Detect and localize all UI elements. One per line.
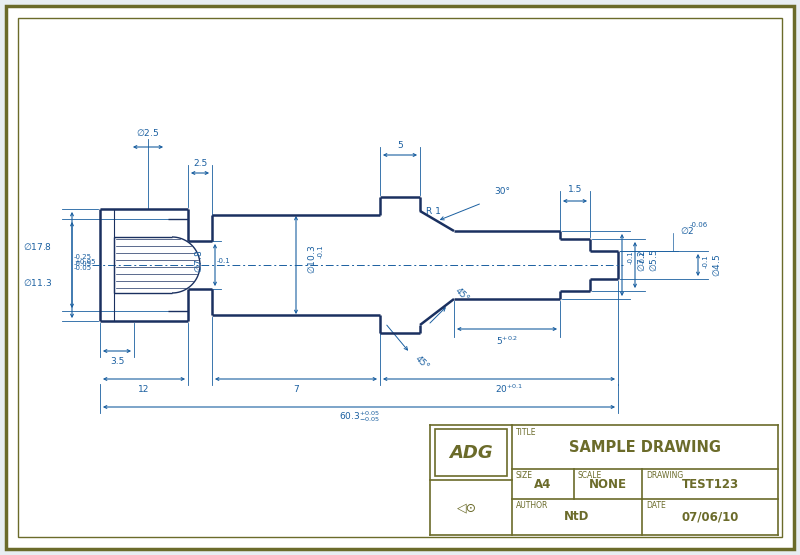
Text: +0.05: +0.05	[74, 259, 95, 265]
Text: 07/06/10: 07/06/10	[682, 511, 738, 523]
Text: $\varnothing$2.5: $\varnothing$2.5	[136, 127, 160, 138]
Text: $\varnothing$7.2: $\varnothing$7.2	[636, 250, 647, 273]
Text: 60.3$^{+0.05}_{-0.05}$: 60.3$^{+0.05}_{-0.05}$	[338, 410, 379, 425]
Text: NtD: NtD	[564, 511, 590, 523]
Text: 45°: 45°	[414, 354, 430, 372]
Text: 5: 5	[397, 140, 403, 149]
Text: SIZE: SIZE	[516, 471, 533, 480]
Text: SCALE: SCALE	[578, 471, 602, 480]
Text: 30°: 30°	[494, 186, 510, 195]
Text: $\varnothing$17.8: $\varnothing$17.8	[23, 241, 52, 253]
Text: 7: 7	[293, 385, 299, 393]
Text: 5$^{+0.2}$: 5$^{+0.2}$	[496, 335, 518, 347]
Text: $\varnothing$7.8: $\varnothing$7.8	[194, 249, 205, 273]
Text: NONE: NONE	[589, 477, 627, 491]
Text: 45°: 45°	[454, 286, 470, 304]
Text: DRAWING: DRAWING	[646, 471, 683, 480]
Text: 12: 12	[138, 385, 150, 393]
Text: ADG: ADG	[449, 444, 493, 462]
Text: -0.1: -0.1	[628, 250, 634, 264]
Text: TITLE: TITLE	[516, 428, 537, 437]
Text: DATE: DATE	[646, 501, 666, 510]
Text: -0.1: -0.1	[318, 244, 324, 258]
Text: $\varnothing$2: $\varnothing$2	[680, 225, 694, 236]
Text: -0.1: -0.1	[640, 250, 646, 264]
Text: 3.5: 3.5	[110, 356, 124, 366]
Text: $\varnothing$5.5: $\varnothing$5.5	[648, 248, 659, 272]
Text: 2.5: 2.5	[193, 159, 207, 168]
Text: $\varnothing$10.3: $\varnothing$10.3	[306, 244, 317, 274]
Text: A4: A4	[534, 477, 552, 491]
Text: -0.25: -0.25	[74, 254, 92, 260]
Text: AUTHOR: AUTHOR	[516, 501, 548, 510]
Text: R 1: R 1	[426, 206, 441, 215]
Bar	[435, 429, 507, 476]
Text: -0.05: -0.05	[74, 261, 92, 267]
Text: -0.1: -0.1	[217, 258, 230, 264]
Text: ◁⊙: ◁⊙	[457, 502, 477, 514]
Text: $\varnothing$4.5: $\varnothing$4.5	[711, 253, 722, 277]
Text: SAMPLE DRAWING: SAMPLE DRAWING	[569, 440, 721, 455]
Text: -0.05: -0.05	[74, 265, 92, 271]
Text: -0.1: -0.1	[703, 254, 709, 268]
Text: 1.5: 1.5	[568, 184, 582, 194]
Text: TEST123: TEST123	[682, 477, 738, 491]
Text: 20$^{+0.1}$: 20$^{+0.1}$	[495, 383, 523, 395]
Text: -0.06: -0.06	[690, 222, 708, 228]
Text: $\varnothing$11.3: $\varnothing$11.3	[23, 278, 52, 289]
